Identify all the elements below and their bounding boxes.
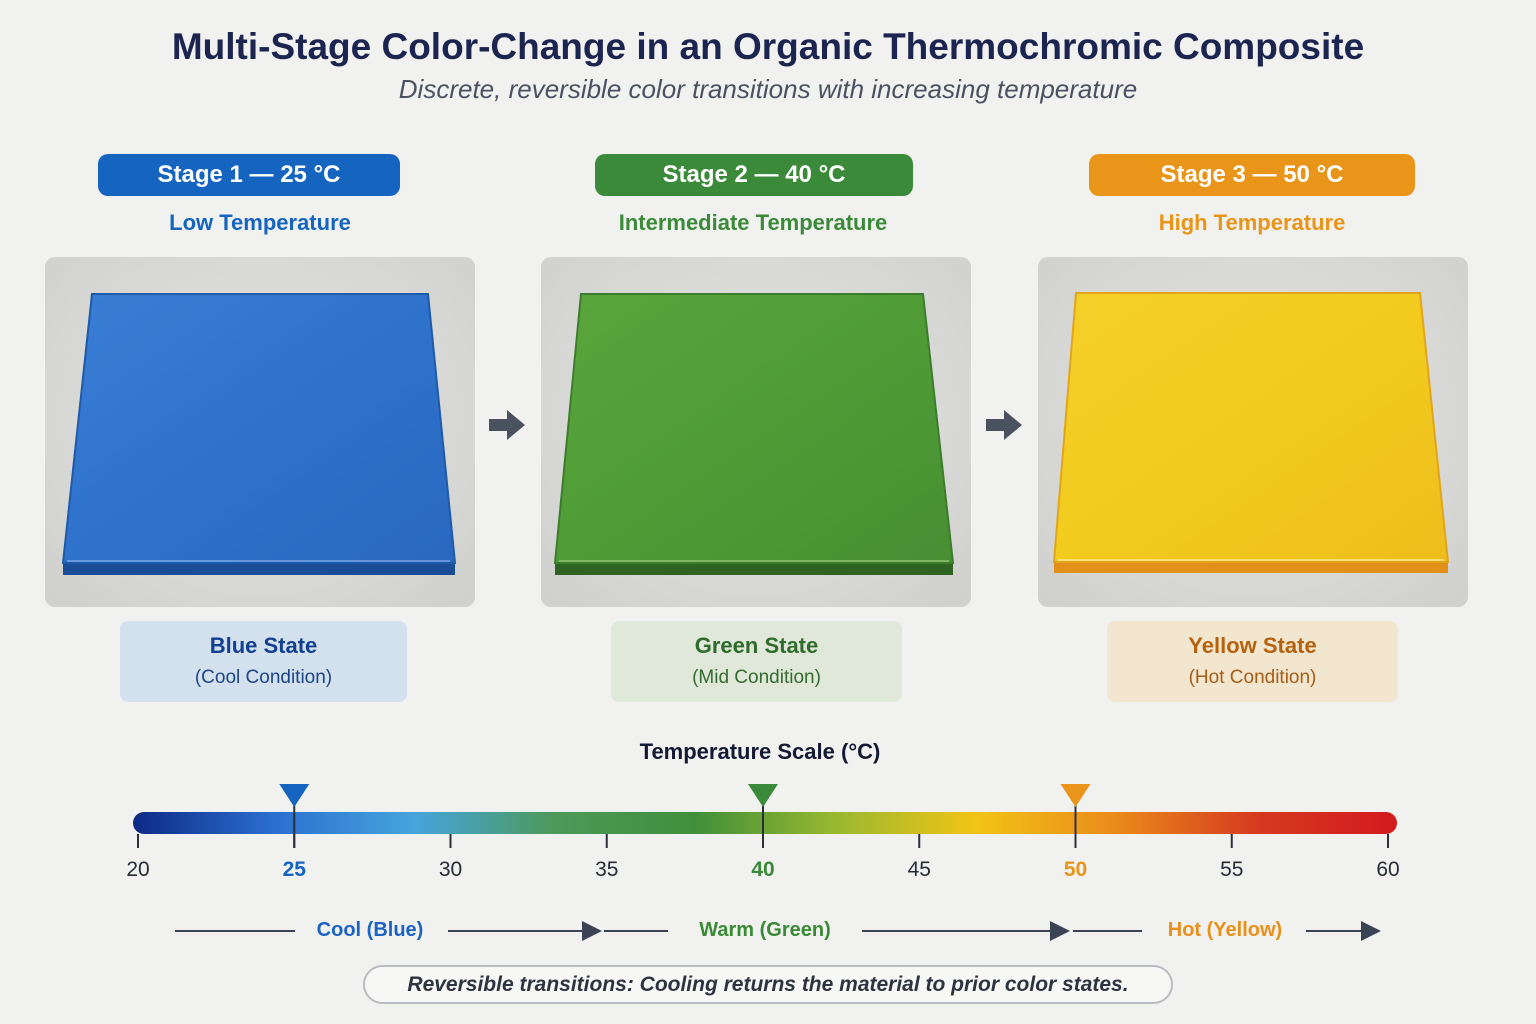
stage-3-sample-photo bbox=[1038, 257, 1468, 607]
temperature-gradient-bar bbox=[133, 812, 1397, 834]
scale-tick-label: 60 bbox=[1376, 858, 1399, 881]
scale-tick-label: 55 bbox=[1220, 858, 1243, 881]
scale-tick-label: 20 bbox=[126, 858, 149, 881]
scale-tick-label: 45 bbox=[908, 858, 931, 881]
right-arrow-icon bbox=[986, 410, 1022, 440]
stage-1-sample-photo bbox=[45, 257, 475, 607]
reversibility-note: Reversible transitions: Cooling returns … bbox=[363, 965, 1173, 1004]
green-state-condition: (Mid Condition) bbox=[692, 667, 821, 688]
green-state-box: Green State (Mid Condition) bbox=[611, 621, 902, 702]
cool-range-label: Cool (Blue) bbox=[316, 919, 424, 941]
stage-2-badge: Stage 2 — 40 °C bbox=[595, 154, 913, 196]
blue-state-box: Blue State (Cool Condition) bbox=[120, 621, 407, 702]
scale-tick-label: 40 bbox=[751, 858, 774, 881]
yellow-state-name: Yellow State bbox=[1188, 633, 1317, 658]
temperature-scale-title: Temperature Scale (°C) bbox=[639, 739, 881, 764]
stage-3-marker bbox=[1060, 784, 1091, 807]
scale-tick-label: 25 bbox=[283, 858, 307, 881]
page-title: Multi-Stage Color-Change in an Organic T… bbox=[171, 26, 1365, 67]
warm-range-label: Warm (Green) bbox=[699, 919, 831, 941]
temperature-scale: 20 25 30 35 40 45 50 55 60 bbox=[126, 784, 1400, 881]
stage-1-badge: Stage 1 — 25 °C bbox=[98, 154, 400, 196]
stage-2-sample-photo bbox=[541, 257, 971, 607]
range-arrows bbox=[175, 921, 1381, 941]
hot-range-label: Hot (Yellow) bbox=[1167, 919, 1283, 941]
stage-3-badge: Stage 3 — 50 °C bbox=[1089, 154, 1415, 196]
yellow-state-condition: (Hot Condition) bbox=[1188, 667, 1317, 688]
scale-tick-label: 50 bbox=[1064, 858, 1087, 881]
stage-2-description: Intermediate Temperature bbox=[618, 210, 888, 235]
yellow-sample-tile bbox=[1052, 292, 1450, 573]
scale-tick-label: 30 bbox=[439, 858, 462, 881]
stage-1-description: Low Temperature bbox=[169, 210, 351, 235]
blue-state-condition: (Cool Condition) bbox=[194, 667, 333, 688]
stage-1-marker bbox=[279, 784, 310, 807]
scale-tick-label: 35 bbox=[595, 858, 618, 881]
stage-3-description: High Temperature bbox=[1158, 210, 1346, 235]
yellow-state-box: Yellow State (Hot Condition) bbox=[1107, 621, 1398, 702]
green-state-name: Green State bbox=[694, 633, 819, 658]
page-subtitle: Discrete, reversible color transitions w… bbox=[398, 74, 1138, 104]
stage-2-marker bbox=[748, 784, 778, 807]
right-arrow-icon bbox=[489, 410, 525, 440]
blue-sample-tile bbox=[61, 293, 457, 575]
blue-state-name: Blue State bbox=[209, 633, 318, 658]
green-sample-tile bbox=[553, 293, 955, 575]
